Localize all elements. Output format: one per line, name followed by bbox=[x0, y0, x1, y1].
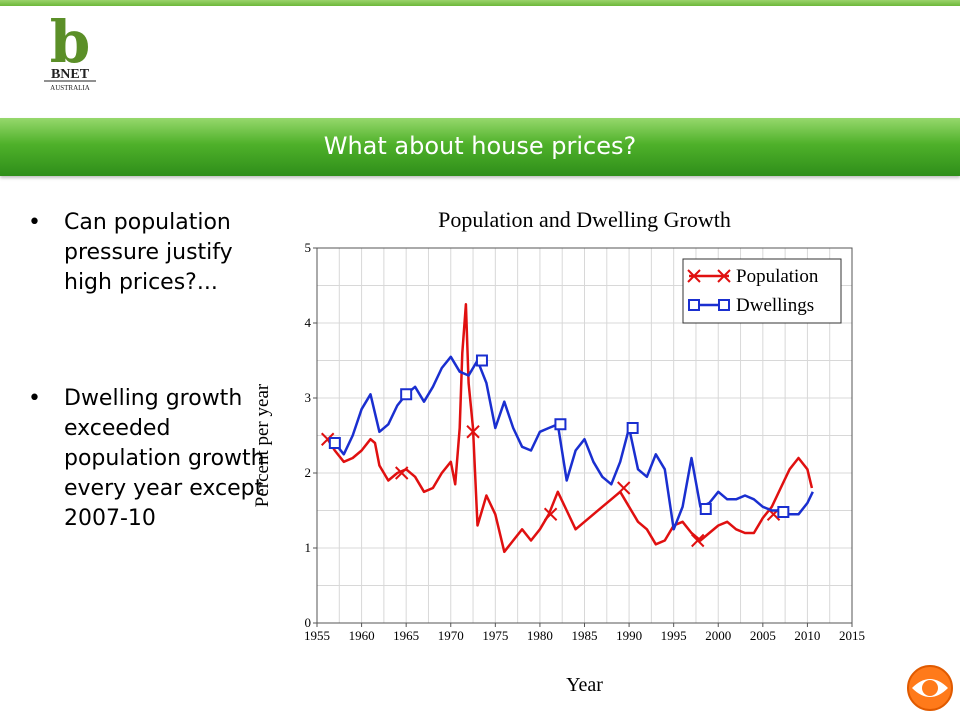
logo-letter: b bbox=[50, 14, 91, 76]
title-banner bbox=[0, 118, 960, 176]
dwellings-marker bbox=[626, 422, 639, 434]
y-tick-label: 0 bbox=[305, 615, 312, 630]
legend-population-marker bbox=[717, 269, 731, 283]
y-axis-label: Percent per year bbox=[252, 383, 273, 507]
dwellings-marker bbox=[554, 418, 567, 431]
legend-dwellings-marker bbox=[688, 299, 700, 311]
x-tick-label: 1995 bbox=[661, 628, 687, 643]
population-marker bbox=[466, 425, 480, 439]
bullet-item: Can population pressure justify high pri… bbox=[28, 208, 278, 298]
legend-population-marker bbox=[687, 269, 701, 283]
x-tick-label: 2005 bbox=[750, 628, 776, 643]
dwellings-marker bbox=[777, 506, 790, 518]
x-tick-label: 1965 bbox=[393, 628, 419, 643]
population-marker bbox=[617, 481, 631, 495]
bullet-list: Can population pressure justify high pri… bbox=[28, 208, 278, 534]
cbs-eye-icon[interactable] bbox=[906, 664, 954, 712]
chart-title: Population and Dwelling Growth bbox=[438, 207, 731, 232]
x-tick-label: 1960 bbox=[349, 628, 375, 643]
x-axis-label: Year bbox=[566, 674, 603, 696]
population-line bbox=[326, 303, 814, 554]
y-tick-label: 1 bbox=[305, 540, 312, 555]
logo-name: BNET bbox=[51, 67, 90, 82]
x-tick-label: 2010 bbox=[794, 628, 820, 643]
population-marker bbox=[691, 533, 705, 548]
x-tick-label: 1985 bbox=[572, 628, 598, 643]
legend-dwellings-label: Dwellings bbox=[736, 295, 814, 316]
x-tick-label: 1980 bbox=[527, 628, 553, 643]
legend-population-label: Population bbox=[736, 266, 819, 287]
x-tick-label: 2015 bbox=[839, 628, 865, 643]
dwellings-marker bbox=[699, 503, 712, 515]
legend-dwellings-marker bbox=[718, 299, 730, 311]
y-tick-label: 4 bbox=[305, 315, 312, 330]
dwellings-marker bbox=[475, 354, 488, 367]
y-tick-label: 2 bbox=[305, 465, 312, 480]
bnet-australia-logo: b BNET AUSTRALIA bbox=[44, 14, 96, 92]
x-tick-label: 1955 bbox=[304, 628, 330, 643]
logo-region: AUSTRALIA bbox=[50, 84, 90, 92]
slide-title: What about house prices? bbox=[323, 132, 637, 160]
y-tick-label: 3 bbox=[305, 390, 312, 405]
dwellings-line bbox=[333, 355, 814, 531]
top-accent-strip bbox=[0, 0, 960, 6]
population-dwelling-chart: Population and Dwelling Growth Year Percen… bbox=[252, 207, 865, 696]
population-marker bbox=[395, 466, 409, 480]
x-tick-label: 2000 bbox=[705, 628, 731, 643]
bullet-item: Dwelling growth exceeded population grow… bbox=[28, 384, 278, 534]
x-tick-label: 1970 bbox=[438, 628, 464, 643]
population-marker bbox=[543, 507, 558, 521]
dwellings-marker bbox=[400, 388, 413, 401]
y-tick-label: 5 bbox=[305, 240, 312, 255]
dwellings-marker bbox=[328, 437, 341, 449]
legend-box bbox=[682, 258, 842, 324]
x-tick-label: 1975 bbox=[482, 628, 508, 643]
x-tick-label: 1990 bbox=[616, 628, 642, 643]
